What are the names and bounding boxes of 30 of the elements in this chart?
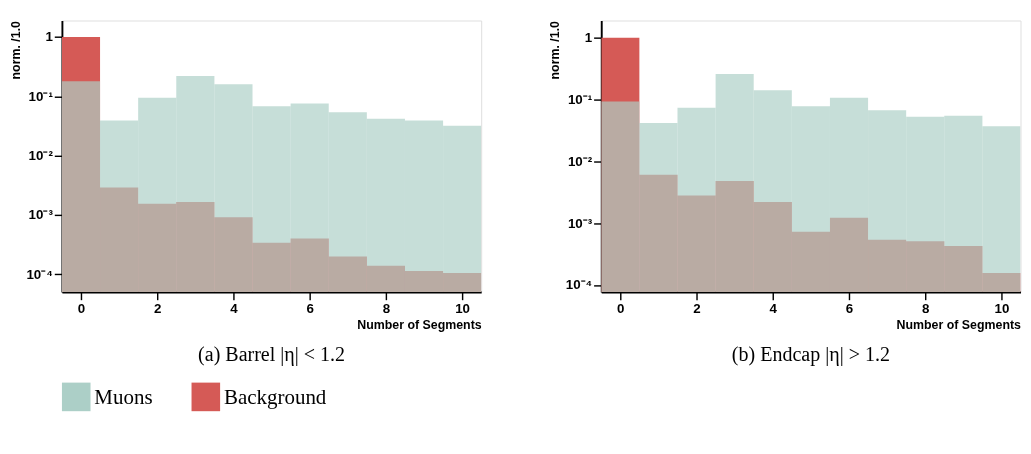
y-tick-label: 10⁻⁴: [26, 266, 53, 282]
y-tick-label: 10⁻²: [567, 153, 593, 169]
x-tick-label: 2: [153, 300, 162, 316]
y-tick-label: 10⁻⁴: [565, 277, 593, 293]
legend-label: Background: [223, 384, 327, 409]
x-tick-label: 4: [230, 300, 239, 316]
x-tick-label: 8: [922, 300, 930, 316]
y-tick-label: 10⁻¹: [28, 88, 54, 104]
text: (a) Barrel |η| < 1.2: [198, 342, 346, 366]
x-tick-label: 0: [77, 300, 86, 316]
x-axis-title: Number of Segments: [357, 317, 482, 332]
legend-label: Muons: [94, 384, 153, 409]
y-tick-label: 10⁻³: [28, 207, 54, 223]
y-axis-title: norm. /1.0: [9, 20, 24, 80]
x-tick-label: 4: [769, 300, 778, 316]
x-tick-label: 0: [617, 300, 625, 316]
x-tick-label: 10: [455, 300, 471, 316]
y-tick-label: 10⁻³: [567, 215, 593, 231]
y-tick-label: 1: [584, 30, 593, 46]
x-tick-label: 2: [693, 300, 701, 316]
x-axis-title: Number of Segments: [896, 317, 1022, 332]
text: (b) Endcap |η| > 1.2: [731, 342, 890, 366]
y-tick-label: 1: [45, 29, 54, 45]
x-tick-label: 6: [306, 300, 314, 316]
y-axis-title: norm. /1.0: [548, 20, 563, 80]
x-tick-label: 10: [994, 300, 1010, 316]
x-tick-label: 6: [845, 300, 854, 316]
y-tick-label: 10⁻¹: [567, 91, 593, 107]
x-tick-label: 8: [382, 300, 391, 316]
y-tick-label: 10⁻²: [28, 147, 54, 163]
